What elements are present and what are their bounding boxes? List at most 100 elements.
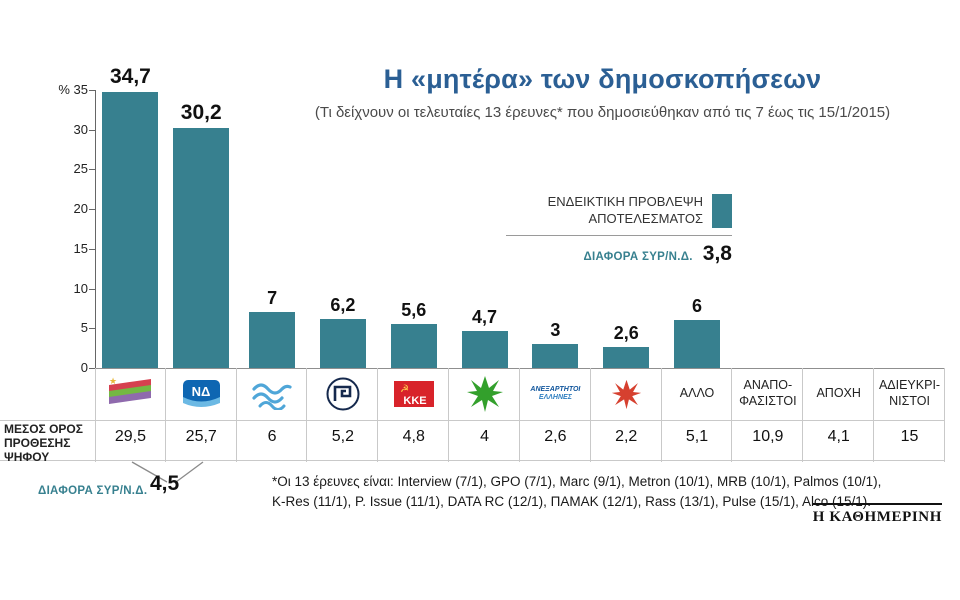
average-value-kidiso: 2,2 <box>615 428 638 445</box>
svg-text:★: ★ <box>109 376 117 386</box>
column-separator <box>660 368 662 462</box>
legend-label-line2: ΑΠΟΤΕΛΕΣΜΑΤΟΣ <box>588 211 703 226</box>
avg-row-top-line <box>0 420 945 421</box>
column-label-anapofasistoi: ΑΝΑΠΟ- ΦΑΣΙΣΤΟΙ <box>732 372 803 416</box>
column-separator <box>943 368 945 462</box>
bar-value-allo: 6 <box>692 296 703 317</box>
y-axis-line <box>95 90 96 368</box>
legend-diff-row: ΔΙΑΦΟΡΑ ΣΥΡ/Ν.Δ. 3,8 <box>506 242 732 266</box>
column-kidiso: 2,6 2,2 <box>591 90 662 462</box>
x-axis-line <box>95 368 945 369</box>
bar-anel <box>532 344 579 368</box>
bar-value-pasok: 4,7 <box>472 306 498 327</box>
bar-kke <box>390 323 437 368</box>
bar-allo <box>674 320 721 368</box>
page-title: Η «μητέρα» των δημοσκοπήσεων <box>383 64 822 94</box>
avg-row-header: ΜΕΣΟΣ ΟΡΟΣ ΠΡΟΘΕΣΗΣ ΨΗΦΟΥ <box>4 422 83 464</box>
legend-label-line1: ΕΝΔΕΙΚΤΙΚΗ ΠΡΟΒΛΕΨΗ <box>547 194 703 210</box>
avg-header-line2: ΠΡΟΘΕΣΗΣ <box>4 436 71 451</box>
y-tick-label: 5 <box>80 320 88 336</box>
legend-label: ΕΝΔΕΙΚΤΙΚΗ ΠΡΟΒΛΕΨΗ ΑΠΟΤΕΛΕΣΜΑΤΟΣ <box>548 194 703 228</box>
y-tick-label: 0 <box>80 360 88 375</box>
column-label-text: ΑΛΛΟ <box>679 386 715 401</box>
y-tick-label: % 35 <box>58 82 88 97</box>
y-tick-mark <box>89 169 95 171</box>
bar-value-anel: 3 <box>550 320 561 341</box>
column-label-text: ΑΝΑΠΟ- ΦΑΣΙΣΤΟΙ <box>739 378 797 408</box>
brand-logo-text: Η ΚΑΘΗΜΕΡΙΝΗ <box>812 503 942 526</box>
bar-nd <box>173 128 230 368</box>
column-anapofasistoi: ΑΝΑΠΟ- ΦΑΣΙΣΤΟΙ 10,9 <box>732 90 804 462</box>
chart-columns: 34,7 ★ 29,5 30,2 ΝΔ 25,7 7 6 6,2 5,2 5,6 ☭ KKE 4,8 4,7… <box>95 65 945 462</box>
column-separator <box>589 368 591 462</box>
column-kke: 5,6 ☭ KKE 4,8 <box>378 90 450 462</box>
column-separator <box>95 368 96 462</box>
svg-text:ΝΔ: ΝΔ <box>192 384 211 399</box>
diff-bracket <box>131 461 204 483</box>
column-pasok: 4,7 4 <box>449 90 520 462</box>
legend: ΕΝΔΕΙΚΤΙΚΗ ΠΡΟΒΛΕΨΗ ΑΠΟΤΕΛΕΣΜΑΤΟΣ ΔΙΑΦΟΡ… <box>506 194 732 266</box>
bar-pasok <box>461 330 508 368</box>
svg-text:KKE: KKE <box>403 395 426 407</box>
golden-dawn-emblem-logo <box>307 372 378 416</box>
y-tick-mark <box>89 129 95 131</box>
column-separator <box>518 368 520 462</box>
column-label-apoxi: ΑΠΟΧΗ <box>803 372 874 416</box>
column-separator <box>448 368 450 462</box>
kidiso-sun-logo <box>591 372 662 416</box>
column-label-adieukrinistoi: ΑΔΙΕΥΚΡΙ- ΝΙΣΤΟΙ <box>874 372 945 416</box>
average-value-apoxi: 4,1 <box>827 428 850 445</box>
subtitle: (Τι δείχνουν οι τελευταίες 13 έρευνες* π… <box>314 104 891 121</box>
y-tick-label: 10 <box>73 280 88 296</box>
bar-potami <box>249 312 296 368</box>
footnote-line2: K-Res (11/1), P. Issue (11/1), DATA RC (… <box>272 493 871 509</box>
average-value-allo: 5,1 <box>685 428 709 445</box>
avg-header-line3: ΨΗΦΟΥ <box>4 450 50 465</box>
average-value-anapofasistoi: 10,9 <box>752 428 784 445</box>
average-value-syriza: 29,5 <box>114 428 146 445</box>
y-tick-mark <box>89 368 95 369</box>
bar-value-kidiso: 2,6 <box>613 323 639 344</box>
y-tick-mark <box>89 328 95 330</box>
average-value-kke: 4,8 <box>402 428 425 445</box>
y-tick-mark <box>89 288 95 290</box>
y-tick-label: 20 <box>73 201 88 217</box>
column-apoxi: ΑΠΟΧΗ 4,1 <box>803 90 875 462</box>
brand-logo: Η ΚΑΘΗΜΕΡΙΝΗ <box>812 503 942 526</box>
column-anel: 3 ΑΝΕΞΑΡΤΗΤΟΙ ΕΛΛΗΝΕΣ 2,6 <box>520 90 591 462</box>
syriza-flag-logo: ★ <box>95 372 166 416</box>
y-tick-mark <box>89 248 95 250</box>
diff-syr-nd-value: 3,8 <box>702 242 732 265</box>
svg-text:☭: ☭ <box>400 384 409 395</box>
legend-color-swatch <box>712 194 732 228</box>
column-separator <box>235 368 237 462</box>
bar-kidiso <box>603 347 650 368</box>
column-separator <box>164 368 166 462</box>
column-separator <box>802 368 804 462</box>
legend-row: ΕΝΔΕΙΚΤΙΚΗ ΠΡΟΒΛΕΨΗ ΑΠΟΤΕΛΕΣΜΑΤΟΣ <box>506 194 732 228</box>
header: Η «μητέρα» των δημοσκοπήσεων (Τι δείχνου… <box>255 64 950 121</box>
bottom-diff-value: 4,5 <box>150 472 180 495</box>
bar-value-potami: 7 <box>267 288 278 309</box>
column-separator <box>377 368 379 462</box>
nd-flag-logo: ΝΔ <box>166 372 237 416</box>
average-value-nd: 25,7 <box>185 428 217 445</box>
average-value-potami: 6 <box>267 428 277 445</box>
bottom-diff-label: ΔΙΑΦΟΡΑ ΣΥΡ/Ν.Δ. <box>38 485 148 497</box>
average-value-xrysi-avgi: 5,2 <box>331 428 355 445</box>
footnote: *Οι 13 έρευνες είναι: Interview (7/1), G… <box>272 472 932 511</box>
column-separator <box>731 368 733 462</box>
avg-header-line1: ΜΕΣΟΣ ΟΡΟΣ <box>4 422 83 436</box>
bar-syriza <box>102 92 159 368</box>
potami-waves-logo <box>237 372 308 416</box>
footnote-line1: *Οι 13 έρευνες είναι: Interview (7/1), G… <box>272 474 882 489</box>
y-tick-label: 15 <box>73 240 88 256</box>
bar-value-kke: 5,6 <box>401 299 427 320</box>
column-label-text: ΑΠΟΧΗ <box>816 386 861 401</box>
column-separator <box>873 368 875 462</box>
kke-flag-logo: ☭ KKE <box>378 372 449 416</box>
column-separator <box>306 368 308 462</box>
y-tick-label: 30 <box>73 121 88 137</box>
column-syriza: 34,7 ★ 29,5 <box>95 65 166 462</box>
